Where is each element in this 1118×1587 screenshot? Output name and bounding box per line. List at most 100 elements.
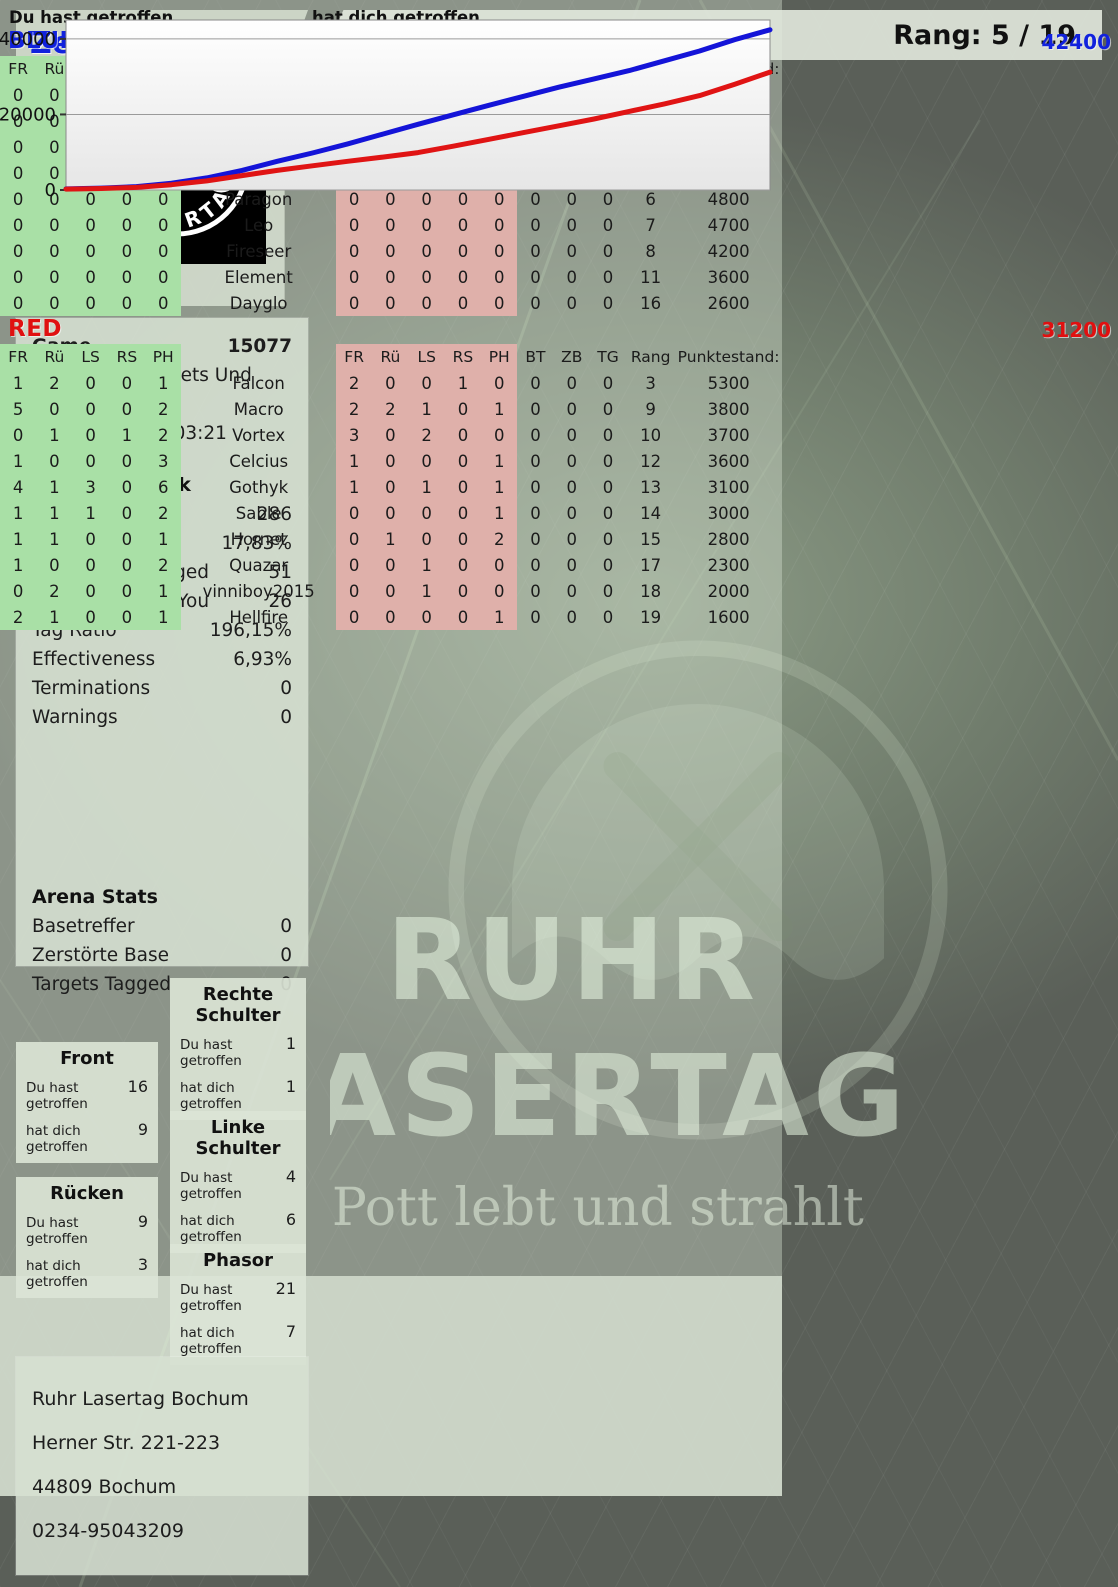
hit-value: 0 — [145, 238, 182, 264]
column-header: Rang — [630, 348, 671, 366]
table-row[interactable]: 0 1 0 1 2 Vortex 3 0 2 0 0 0 0 0 10 3700 — [0, 422, 782, 448]
player-points: 3600 — [707, 267, 750, 287]
extra-value: 0 — [566, 189, 577, 209]
taken-value: 0 — [408, 448, 445, 474]
hit-value: 2 — [145, 422, 182, 448]
table-row[interactable]: 2 1 0 0 1 Hellfire 0 0 0 0 1 0 0 0 19 1600 — [0, 604, 782, 630]
hit-value: 0 — [36, 264, 73, 290]
extra-value: 0 — [566, 477, 577, 497]
column-header: FR — [0, 344, 37, 370]
table-row[interactable]: 0 2 0 0 1 vinniboy2015 0 0 1 0 0 0 0 0 18 2000 — [0, 578, 782, 604]
stat-row: Warnings 0 — [32, 703, 292, 732]
extra-value: 0 — [566, 241, 577, 261]
column-header: FR — [336, 344, 373, 370]
extra-value: 0 — [530, 503, 541, 523]
hit-value: 0 — [72, 264, 109, 290]
column-header: PH — [145, 344, 182, 370]
hit-value: 6 — [145, 474, 182, 500]
hit-value: 0 — [145, 264, 182, 290]
extra-value: 0 — [566, 215, 577, 235]
player-name: Element — [224, 267, 293, 287]
table-row[interactable]: 1 1 0 0 1 Hornet 0 1 0 0 2 0 0 0 15 2800 — [0, 526, 782, 552]
extra-value: 0 — [602, 451, 614, 471]
bodypart-title: Linke Schulter — [195, 1117, 281, 1159]
taken-value: 0 — [444, 396, 482, 422]
taken-value: 0 — [444, 578, 482, 604]
hit-value: 2 — [145, 552, 182, 578]
taken-value: 0 — [481, 370, 518, 396]
extra-value: 0 — [530, 293, 541, 313]
bodypart-title: Rücken — [50, 1183, 124, 1204]
taken-value: 1 — [481, 448, 518, 474]
taken-value: 0 — [444, 238, 482, 264]
extra-value: 0 — [602, 555, 614, 575]
hit-value: 0 — [0, 134, 37, 160]
taken-value: 0 — [444, 290, 482, 316]
taken-value: 0 — [336, 604, 373, 630]
hit-label: Du hast getroffen — [26, 1080, 88, 1112]
extra-value: 0 — [602, 215, 614, 235]
taken-value: 1 — [481, 500, 518, 526]
player-name: Quazar — [229, 555, 289, 575]
hit-value: 0 — [0, 108, 37, 134]
table-row[interactable]: 5 0 0 0 2 Macro 2 2 1 0 1 0 0 0 9 3800 — [0, 396, 782, 422]
taken-value: 0 — [481, 552, 518, 578]
hit-value: 0 — [0, 212, 37, 238]
taken-value: 0 — [336, 238, 373, 264]
player-name: Sable — [235, 503, 282, 523]
table-row[interactable]: 0 0 0 0 0 Leo 0 0 0 0 0 0 0 0 7 4700 — [0, 212, 782, 238]
hit-value: 5 — [0, 396, 37, 422]
taken-value: 0 — [481, 238, 518, 264]
hit-value: 0 — [72, 526, 109, 552]
hit-value: 0 — [36, 212, 73, 238]
taken-value: 0 — [444, 474, 482, 500]
stat-value: 0 — [280, 678, 292, 699]
extra-value: 0 — [530, 241, 541, 261]
player-points: 1600 — [707, 607, 750, 627]
extra-value: 0 — [602, 581, 614, 601]
hit-value: 0 — [145, 290, 182, 316]
hit-value: 2 — [36, 370, 73, 396]
player-points: 2300 — [707, 555, 750, 575]
table-row[interactable]: 1 0 0 0 3 Celcius 1 0 0 0 1 0 0 0 12 3600 — [0, 448, 782, 474]
arena-stat-row: Zerstörte Base 0 — [32, 941, 292, 970]
table-row[interactable]: 0 0 0 0 0 Dayglo 0 0 0 0 0 0 0 0 16 2600 — [0, 290, 782, 316]
taken-value: 1 — [408, 474, 445, 500]
taken-value: 1 — [408, 552, 445, 578]
taken-value: 0 — [408, 238, 445, 264]
player-rank: 19 — [640, 607, 662, 627]
column-header — [181, 344, 336, 370]
hit-value: 1 — [36, 474, 73, 500]
taken-value: 0 — [336, 264, 373, 290]
column-header: RS — [108, 344, 146, 370]
venue-address-panel: Ruhr Lasertag Bochum Herner Str. 221-223 4… — [16, 1357, 308, 1575]
taken-value: 0 — [408, 500, 445, 526]
player-rank: 3 — [645, 373, 656, 393]
table-row[interactable]: 0 0 0 0 0 Element 0 0 0 0 0 0 0 0 11 3600 — [0, 264, 782, 290]
player-rank: 10 — [640, 425, 662, 445]
player-name: Leo — [244, 215, 274, 235]
hit-label: Du hast getroffen — [180, 1282, 242, 1314]
player-points: 3700 — [707, 425, 750, 445]
hit-label: Du hast getroffen — [180, 1170, 242, 1202]
player-name: Fireseer — [226, 241, 292, 261]
column-header: RS — [444, 344, 482, 370]
player-points: 2000 — [707, 581, 750, 601]
table-row[interactable]: 1 2 0 0 1 Falcon 2 0 0 1 0 0 0 0 3 5300 — [0, 370, 782, 396]
hit-value: 4 — [285, 1167, 296, 1186]
taken-value: 7 — [285, 1322, 296, 1341]
table-row[interactable]: 1 0 0 0 2 Quazar 0 0 1 0 0 0 0 0 17 2300 — [0, 552, 782, 578]
column-header: Punktestand: — [677, 348, 780, 366]
hit-value: 0 — [0, 422, 37, 448]
table-row[interactable]: 4 1 3 0 6 Gothyk 1 0 1 0 1 0 0 0 13 3100 — [0, 474, 782, 500]
table-row[interactable]: 1 1 1 0 2 Sable 0 0 0 0 1 0 0 0 14 3000 — [0, 500, 782, 526]
player-points: 3600 — [707, 451, 750, 471]
hit-value: 0 — [108, 526, 146, 552]
stat-value: 0 — [280, 945, 292, 966]
player-name: Celcius — [229, 451, 289, 471]
taken-label: hat dich getroffen — [180, 1080, 242, 1112]
stat-value: 0 — [280, 707, 292, 728]
taken-value: 2 — [372, 396, 409, 422]
table-row[interactable]: 0 0 0 0 0 Fireseer 0 0 0 0 0 0 0 0 8 4200 — [0, 238, 782, 264]
